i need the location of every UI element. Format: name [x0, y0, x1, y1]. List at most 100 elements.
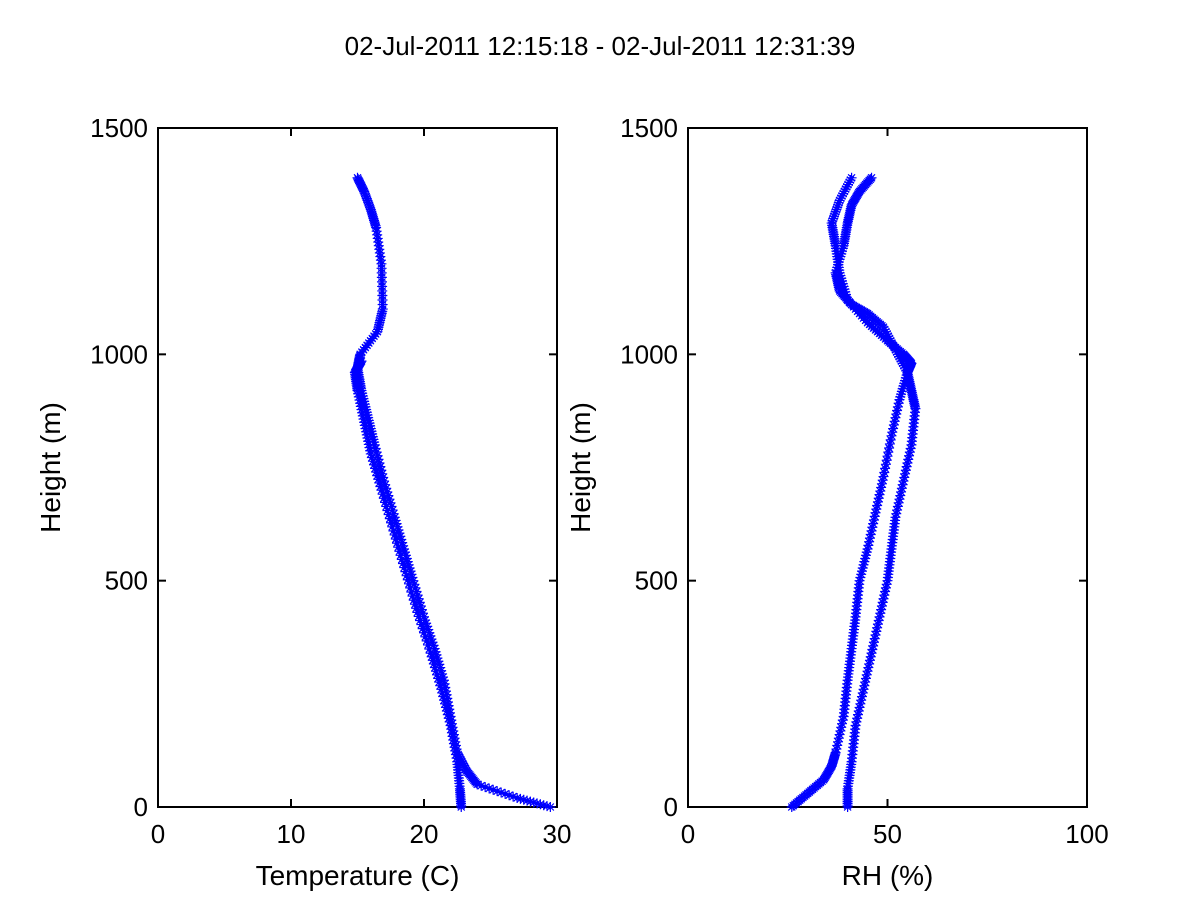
data-point-marker: [363, 436, 374, 447]
data-point-marker: [359, 188, 370, 199]
data-point-marker: [381, 483, 392, 494]
data-point-marker: [420, 631, 431, 642]
data-point-marker: [883, 447, 894, 458]
data-point-marker: [389, 512, 400, 523]
data-point-marker: [833, 733, 844, 744]
data-point-marker: [480, 782, 491, 793]
data-point-marker: [382, 486, 393, 497]
data-point-marker: [830, 267, 841, 278]
x-tick-label: 20: [410, 819, 439, 849]
data-point-marker: [902, 457, 913, 468]
data-point-marker: [357, 390, 368, 401]
data-point-marker: [538, 800, 549, 811]
data-point-marker: [407, 591, 418, 602]
data-point-marker: [428, 658, 439, 669]
data-point-marker: [417, 623, 428, 634]
data-point-marker: [860, 677, 871, 688]
data-point-marker: [353, 388, 364, 399]
data-point-marker: [831, 204, 842, 215]
data-point-marker: [873, 615, 884, 626]
data-point-marker: [896, 389, 907, 400]
x-tick-label: 30: [543, 819, 572, 849]
figure-title: 02-Jul-2011 12:15:18 - 02-Jul-2011 12:31…: [345, 31, 856, 61]
data-point-marker: [892, 401, 903, 412]
data-point-marker: [383, 509, 394, 520]
data-point-marker: [426, 651, 437, 662]
data-point-marker: [496, 787, 507, 798]
data-point-marker: [361, 193, 372, 204]
data-point-marker: [416, 604, 427, 615]
data-point-marker: [892, 501, 903, 512]
data-point-marker: [867, 644, 878, 655]
data-point-marker: [432, 653, 443, 664]
data-point-marker: [372, 470, 383, 481]
data-point-marker: [892, 505, 903, 516]
data-point-marker: [866, 525, 877, 536]
data-point-marker: [835, 251, 846, 262]
data-point-marker: [836, 722, 847, 733]
data-point-marker: [861, 547, 872, 558]
data-point-marker: [433, 673, 444, 684]
data-point-marker: [439, 678, 450, 689]
data-point-marker: [834, 254, 845, 265]
data-point-marker: [411, 586, 422, 597]
data-point-marker: [525, 796, 536, 807]
data-point-marker: [905, 443, 916, 454]
data-point-marker: [450, 749, 461, 760]
data-point-marker: [376, 465, 387, 476]
data-point-marker: [874, 611, 885, 622]
data-point-marker: [881, 579, 892, 590]
data-point-marker: [828, 213, 839, 224]
data-point-marker: [361, 191, 372, 202]
data-point-marker: [444, 716, 455, 727]
data-point-marker: [357, 410, 368, 421]
data-point-marker: [830, 206, 841, 217]
series-2: [830, 172, 921, 812]
data-point-marker: [834, 195, 845, 206]
data-point-marker: [883, 331, 894, 342]
data-point-marker: [428, 640, 439, 651]
data-point-marker: [440, 686, 451, 697]
data-point-marker: [545, 802, 556, 812]
data-point-marker: [889, 416, 900, 427]
data-point-marker: [898, 476, 909, 487]
data-point-marker: [378, 493, 389, 504]
data-point-marker: [833, 199, 844, 210]
y-tick-label: 0: [134, 792, 148, 822]
data-point-marker: [450, 745, 461, 756]
data-point-marker: [438, 691, 449, 702]
data-point-marker: [855, 698, 866, 709]
data-point-marker: [366, 426, 377, 437]
data-point-marker: [393, 524, 404, 535]
data-point-marker: [876, 482, 887, 493]
data-point-marker: [860, 553, 871, 564]
data-point-marker: [363, 415, 374, 426]
data-point-marker: [904, 450, 915, 461]
data-point-marker: [399, 543, 410, 554]
data-point-marker: [875, 608, 886, 619]
data-point-marker: [417, 608, 428, 619]
data-point-marker: [829, 209, 840, 220]
data-point-marker: [867, 522, 878, 533]
data-point-marker: [879, 467, 890, 478]
data-point-marker: [397, 537, 408, 548]
data-point-marker: [401, 553, 412, 564]
data-point-marker: [407, 572, 418, 583]
data-point-marker: [856, 691, 867, 702]
data-point-marker: [365, 448, 376, 459]
data-point-marker: [856, 695, 867, 706]
data-point-marker: [395, 550, 406, 561]
data-point-marker: [389, 529, 400, 540]
data-point-marker: [382, 505, 393, 516]
data-point-marker: [414, 597, 425, 608]
data-point-marker: [362, 433, 373, 444]
data-point-marker: [872, 500, 883, 511]
data-point-marker: [427, 637, 438, 648]
data-point-marker: [401, 570, 412, 581]
data-point-marker: [894, 351, 905, 362]
data-point-marker: [435, 662, 446, 673]
data-point-marker: [888, 423, 899, 434]
data-point-marker: [369, 437, 380, 448]
data-point-marker: [422, 639, 433, 650]
